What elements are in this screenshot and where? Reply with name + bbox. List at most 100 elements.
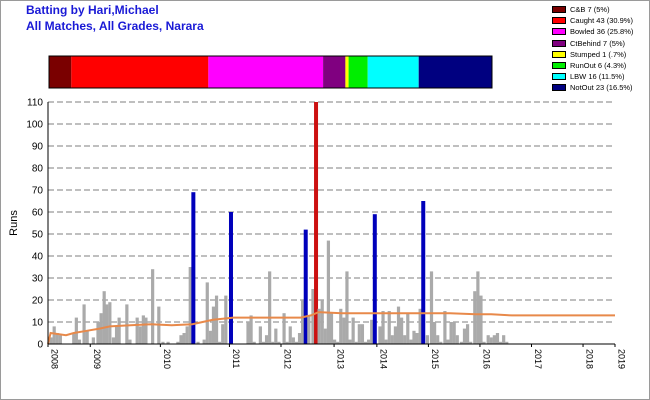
dismissal-segment [49, 56, 72, 88]
innings-bar [436, 335, 440, 344]
dismissal-segment [367, 56, 419, 88]
innings-bar [357, 324, 361, 344]
innings-bar [224, 295, 228, 344]
legend-item: Caught 43 (30.9%) [552, 15, 648, 26]
dismissal-bar-outline [48, 55, 493, 89]
x-tick-label: 2012 [282, 349, 292, 369]
innings-bar [274, 328, 278, 344]
not-out-bar [303, 229, 308, 344]
innings-bar [85, 330, 89, 344]
x-tick-label: 2019 [617, 349, 627, 369]
innings-bar [446, 339, 450, 344]
innings-bar [311, 289, 315, 344]
innings-bar [294, 341, 299, 344]
x-tick-label: 2017 [533, 349, 543, 369]
innings-bar [291, 337, 295, 344]
legend-swatch [552, 17, 566, 25]
innings-bar [370, 319, 374, 344]
legend-swatch [552, 50, 566, 58]
dismissal-segment [323, 56, 346, 88]
x-tick-label: 2011 [231, 349, 241, 368]
innings-bar [144, 317, 148, 344]
x-tick-label: 2016 [481, 349, 491, 369]
x-tick-label: 2014 [378, 349, 388, 369]
legend-item: NotOut 23 (16.5%) [552, 82, 648, 93]
innings-bar [354, 341, 358, 344]
y-tick-label: 0 [37, 340, 43, 351]
innings-bar [161, 341, 165, 344]
innings-bar [390, 335, 394, 344]
innings-bar [111, 337, 116, 344]
innings-bar [117, 317, 121, 344]
y-tick-label: 110 [27, 98, 43, 109]
x-tick-label: 2008 [50, 349, 60, 369]
y-tick-label: 40 [32, 252, 44, 263]
y-tick-label: 100 [26, 120, 43, 131]
innings-bar [412, 330, 416, 344]
innings-bar [409, 339, 413, 344]
not-out-bar [421, 201, 426, 344]
innings-bar [82, 304, 86, 344]
innings-bar [449, 322, 453, 344]
legend-swatch [552, 62, 566, 70]
innings-bar [185, 326, 189, 344]
innings-bar [462, 328, 467, 344]
innings-bar [261, 341, 266, 344]
y-tick-label: 60 [32, 208, 44, 219]
innings-bar [277, 341, 281, 344]
legend-label: LBW 16 (11.5%) [570, 72, 625, 82]
innings-bar [55, 333, 59, 344]
innings-bar [345, 271, 349, 344]
innings-bar [91, 337, 95, 344]
legend-item: Stumped 1 (.7%) [552, 49, 648, 60]
innings-bar [505, 341, 509, 344]
innings-bar [418, 308, 422, 344]
innings-bar [360, 324, 365, 344]
y-tick-label: 20 [32, 296, 44, 307]
innings-bar [221, 324, 225, 344]
innings-bar [452, 322, 456, 344]
innings-bar [384, 339, 388, 344]
innings-bar [188, 267, 192, 344]
innings-bar [288, 326, 292, 344]
innings-bar [72, 333, 76, 344]
innings-bar [332, 339, 337, 344]
innings-bar [400, 317, 404, 344]
innings-bar [105, 304, 109, 344]
innings-bar [432, 322, 437, 344]
dismissal-segment [345, 56, 349, 88]
innings-bar [439, 341, 443, 344]
legend-swatch [552, 28, 566, 36]
innings-bar [342, 317, 346, 344]
innings-bar [125, 304, 129, 344]
not-out-bar [228, 212, 233, 344]
innings-bar [196, 341, 200, 344]
chart-subtitle: All Matches, All Grades, Narara [26, 19, 204, 33]
innings-bar [498, 341, 503, 344]
legend-swatch [552, 73, 566, 81]
innings-bar [268, 271, 272, 344]
innings-bar [301, 300, 305, 344]
innings-bar [141, 315, 145, 344]
innings-bar [246, 322, 250, 344]
innings-bar [252, 341, 256, 344]
chart-title: Batting by Hari,Michael [26, 3, 159, 17]
innings-bar [151, 269, 155, 344]
innings-bar [393, 326, 398, 344]
innings-bar [351, 317, 355, 344]
innings-bar [403, 335, 407, 344]
innings-bar [208, 330, 212, 344]
innings-bar [465, 324, 470, 344]
innings-bar [495, 333, 500, 344]
innings-bar [381, 311, 385, 344]
innings-bar [415, 333, 419, 344]
legend-item: Bowled 36 (25.8%) [552, 26, 648, 37]
innings-bar [307, 315, 311, 344]
innings-bar [114, 326, 119, 344]
innings-bar [323, 328, 327, 344]
highest-score-bar [314, 102, 319, 344]
y-tick-label: 30 [32, 274, 44, 285]
innings-bar [205, 282, 209, 344]
legend-item: LBW 16 (11.5%) [552, 71, 648, 82]
innings-bar [264, 335, 269, 344]
